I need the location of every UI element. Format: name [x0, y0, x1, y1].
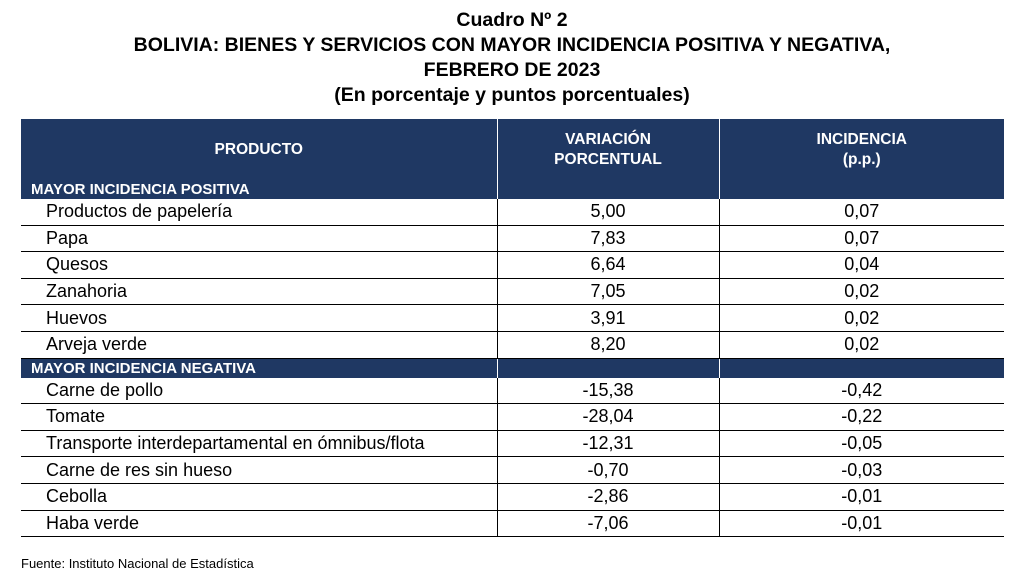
variation-cell: 6,64	[496, 251, 719, 279]
table-number: Cuadro Nº 2	[456, 9, 568, 31]
product-cell: Huevos	[21, 304, 497, 332]
header-variation: VARIACIÓN PORCENTUAL	[496, 119, 719, 180]
table-row: Zanahoria 7,05 0,02	[21, 278, 1004, 306]
incidence-cell: -0,42	[718, 377, 1004, 405]
incidence-cell: -0,01	[718, 510, 1004, 538]
table-title-date: FEBRERO DE 2023	[423, 59, 601, 81]
table-row: Carne de pollo -15,38 -0,42	[21, 377, 1004, 405]
incidence-cell: -0,05	[718, 430, 1004, 458]
table-row: Papa 7,83 0,07	[21, 225, 1004, 253]
variation-cell: -28,04	[496, 403, 719, 431]
section-label: MAYOR INCIDENCIA NEGATIVA	[21, 358, 497, 378]
section-cell-empty	[718, 358, 1004, 378]
table-title-block: Cuadro Nº 2 BOLIVIA: BIENES Y SERVICIOS …	[0, 8, 1024, 108]
product-cell: Arveja verde	[21, 331, 497, 359]
source-note: Fuente: Instituto Nacional de Estadístic…	[21, 556, 254, 571]
incidence-cell: 0,02	[718, 304, 1004, 332]
incidence-cell: -0,01	[718, 483, 1004, 511]
section-cell-empty	[496, 180, 719, 199]
variation-cell: -7,06	[496, 510, 719, 538]
header-incidence: INCIDENCIA (p.p.)	[718, 119, 1004, 180]
product-cell: Haba verde	[21, 510, 497, 538]
variation-cell: -0,70	[496, 456, 719, 484]
incidence-cell: -0,22	[718, 403, 1004, 431]
incidence-cell: 0,02	[718, 278, 1004, 306]
table-row: Productos de papelería 5,00 0,07	[21, 199, 1004, 226]
table-row: Arveja verde 8,20 0,02	[21, 331, 1004, 359]
product-cell: Papa	[21, 225, 497, 253]
section-cell-empty	[496, 358, 719, 378]
incidence-cell: 0,04	[718, 251, 1004, 279]
product-cell: Quesos	[21, 251, 497, 279]
variation-cell: 8,20	[496, 331, 719, 359]
product-cell: Tomate	[21, 403, 497, 431]
section-cell-empty	[718, 180, 1004, 199]
product-cell: Carne de res sin hueso	[21, 456, 497, 484]
table-row: Transporte interdepartamental en ómnibus…	[21, 430, 1004, 458]
variation-cell: 3,91	[496, 304, 719, 332]
table-subtitle: (En porcentaje y puntos porcentuales)	[334, 84, 690, 106]
table-title: BOLIVIA: BIENES Y SERVICIOS CON MAYOR IN…	[133, 34, 891, 56]
table-row: Huevos 3,91 0,02	[21, 304, 1004, 332]
variation-cell: -2,86	[496, 483, 719, 511]
variation-cell: 7,05	[496, 278, 719, 306]
table-row: Carne de res sin hueso -0,70 -0,03	[21, 456, 1004, 484]
product-cell: Carne de pollo	[21, 377, 497, 405]
table-row: Cebolla -2,86 -0,01	[21, 483, 1004, 511]
incidence-cell: 0,02	[718, 331, 1004, 359]
product-cell: Cebolla	[21, 483, 497, 511]
variation-cell: -12,31	[496, 430, 719, 458]
incidence-table: PRODUCTO VARIACIÓN PORCENTUAL INCIDENCIA(…	[21, 119, 1004, 538]
product-cell: Productos de papelería	[21, 199, 497, 226]
incidence-cell: -0,03	[718, 456, 1004, 484]
table-row: Tomate -28,04 -0,22	[21, 403, 1004, 431]
variation-cell: 7,83	[496, 225, 719, 253]
section-header-row: MAYOR INCIDENCIA POSITIVA	[21, 180, 1004, 199]
table-row: Quesos 6,64 0,04	[21, 251, 1004, 279]
header-row: PRODUCTO VARIACIÓN PORCENTUAL INCIDENCIA(…	[21, 119, 1004, 180]
product-cell: Transporte interdepartamental en ómnibus…	[21, 430, 497, 458]
variation-cell: 5,00	[496, 199, 719, 226]
section-header-row: MAYOR INCIDENCIA NEGATIVA	[21, 358, 1004, 378]
header-product: PRODUCTO	[21, 119, 497, 180]
product-cell: Zanahoria	[21, 278, 497, 306]
incidence-cell: 0,07	[718, 199, 1004, 226]
incidence-cell: 0,07	[718, 225, 1004, 253]
section-label: MAYOR INCIDENCIA POSITIVA	[21, 180, 497, 199]
variation-cell: -15,38	[496, 377, 719, 405]
table-row: Haba verde -7,06 -0,01	[21, 510, 1004, 538]
